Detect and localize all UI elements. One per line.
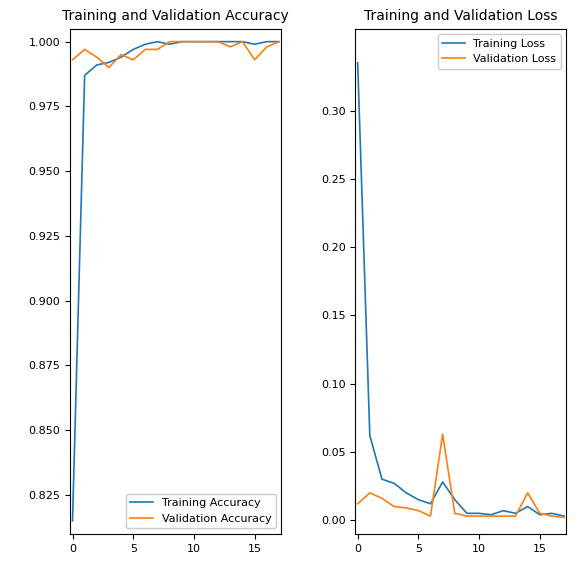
Validation Accuracy xyxy=(106,64,113,71)
Training Loss xyxy=(366,432,373,439)
Validation Accuracy xyxy=(117,51,124,58)
Line: Validation Loss: Validation Loss xyxy=(357,434,564,517)
Training Loss xyxy=(403,490,410,497)
Training Accuracy xyxy=(130,46,137,53)
Validation Accuracy xyxy=(263,44,270,51)
Training Loss xyxy=(475,510,482,517)
Training Accuracy xyxy=(117,54,124,61)
Validation Loss xyxy=(415,507,422,514)
Validation Loss xyxy=(451,510,458,517)
Training Loss xyxy=(524,503,531,510)
Validation Loss xyxy=(366,490,373,497)
Validation Accuracy xyxy=(130,56,137,63)
Validation Accuracy xyxy=(215,38,222,45)
Line: Training Accuracy: Training Accuracy xyxy=(72,42,279,521)
Validation Loss xyxy=(439,430,446,437)
Validation Accuracy xyxy=(166,38,173,45)
Training Loss xyxy=(512,510,519,517)
Validation Loss xyxy=(512,513,519,519)
Training Accuracy xyxy=(239,38,246,45)
Validation Accuracy xyxy=(276,38,283,45)
Training Loss xyxy=(548,510,555,517)
Title: Training and Validation Loss: Training and Validation Loss xyxy=(364,9,558,24)
Validation Accuracy xyxy=(190,38,197,45)
Validation Accuracy xyxy=(251,56,258,63)
Validation Accuracy xyxy=(227,44,234,51)
Training Loss xyxy=(464,510,471,517)
Training Accuracy xyxy=(81,72,88,79)
Validation Accuracy xyxy=(154,46,161,53)
Validation Loss xyxy=(378,495,385,502)
Training Accuracy xyxy=(263,38,270,45)
Training Loss xyxy=(451,497,458,503)
Training Accuracy xyxy=(93,61,100,68)
Training Loss xyxy=(536,511,543,518)
Validation Accuracy xyxy=(239,38,246,45)
Validation Accuracy xyxy=(203,38,210,45)
Training Accuracy xyxy=(166,41,173,48)
Training Accuracy xyxy=(190,38,197,45)
Validation Loss xyxy=(354,501,361,507)
Validation Accuracy xyxy=(178,38,185,45)
Title: Training and Validation Accuracy: Training and Validation Accuracy xyxy=(62,9,289,24)
Training Accuracy xyxy=(276,38,283,45)
Validation Accuracy xyxy=(69,56,76,63)
Training Loss xyxy=(391,480,398,487)
Training Loss xyxy=(427,501,434,507)
Training Accuracy xyxy=(142,41,149,48)
Training Accuracy xyxy=(106,59,113,66)
Legend: Training Accuracy, Validation Accuracy: Training Accuracy, Validation Accuracy xyxy=(126,494,276,528)
Training Loss xyxy=(500,507,507,514)
Training Loss xyxy=(561,513,568,519)
Validation Accuracy xyxy=(81,46,88,53)
Training Accuracy xyxy=(154,38,161,45)
Validation Loss xyxy=(403,505,410,511)
Validation Loss xyxy=(475,513,482,519)
Legend: Training Loss, Validation Loss: Training Loss, Validation Loss xyxy=(438,34,561,69)
Training Loss xyxy=(439,479,446,486)
Training Loss xyxy=(354,59,361,66)
Training Accuracy xyxy=(215,38,222,45)
Validation Loss xyxy=(548,513,555,519)
Training Accuracy xyxy=(227,38,234,45)
Training Loss xyxy=(488,511,495,518)
Validation Loss xyxy=(561,514,568,521)
Validation Loss xyxy=(500,513,507,519)
Line: Training Loss: Training Loss xyxy=(357,63,564,516)
Validation Loss xyxy=(536,510,543,517)
Validation Loss xyxy=(488,513,495,519)
Validation Loss xyxy=(427,513,434,519)
Validation Accuracy xyxy=(142,46,149,53)
Line: Validation Accuracy: Validation Accuracy xyxy=(72,42,279,68)
Training Accuracy xyxy=(178,38,185,45)
Training Accuracy xyxy=(69,517,76,524)
Training Loss xyxy=(415,497,422,503)
Training Accuracy xyxy=(251,41,258,48)
Validation Loss xyxy=(524,490,531,497)
Validation Loss xyxy=(391,503,398,510)
Training Accuracy xyxy=(203,38,210,45)
Training Loss xyxy=(378,476,385,483)
Validation Accuracy xyxy=(93,54,100,61)
Validation Loss xyxy=(464,513,471,519)
